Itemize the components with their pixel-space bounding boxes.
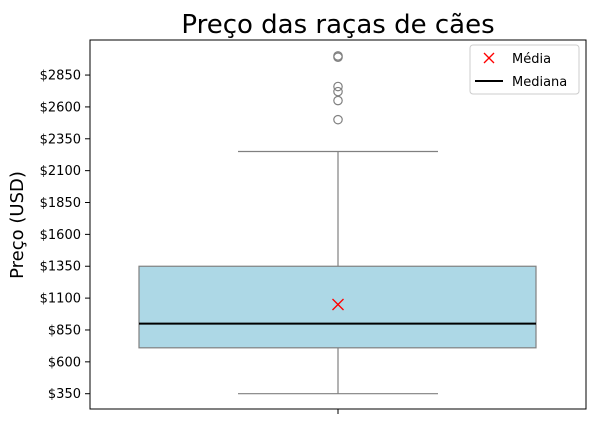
y-tick-label: $350 xyxy=(48,387,81,402)
outlier-point xyxy=(333,114,343,125)
legend-mean-label: Média xyxy=(512,52,551,67)
legend: Média Mediana xyxy=(469,44,580,95)
y-axis: $350 $600 $850 $1100 $1350 $1600 $1850 $2100 $23… xyxy=(40,69,90,402)
mean-marker-stroke xyxy=(332,298,344,311)
y-tick-label: $1350 xyxy=(40,260,81,275)
outlier-point xyxy=(333,86,343,97)
y-tick-label: $600 xyxy=(48,355,81,370)
outlier-point xyxy=(333,95,343,106)
outlier-point xyxy=(333,51,343,61)
y-tick-label: $850 xyxy=(48,323,81,338)
box-plot xyxy=(138,51,537,395)
mean-marker xyxy=(332,298,344,311)
legend-mean-marker xyxy=(483,52,495,64)
y-axis-title: Preço (USD) xyxy=(7,171,28,279)
iqr-box xyxy=(138,265,537,349)
y-tick-label: $2850 xyxy=(40,69,81,84)
y-tick-label: $1850 xyxy=(40,196,81,211)
y-tick-label: $2100 xyxy=(40,164,81,179)
y-tick-label: $2600 xyxy=(40,100,81,115)
outlier-point xyxy=(333,81,343,92)
legend-median-label: Mediana xyxy=(512,75,567,90)
y-tick-label: $1600 xyxy=(40,228,81,243)
y-tick-label: $1100 xyxy=(40,292,81,307)
y-tick-label: $2350 xyxy=(40,132,81,147)
chart-title: Preço das raças de cães xyxy=(181,10,494,40)
